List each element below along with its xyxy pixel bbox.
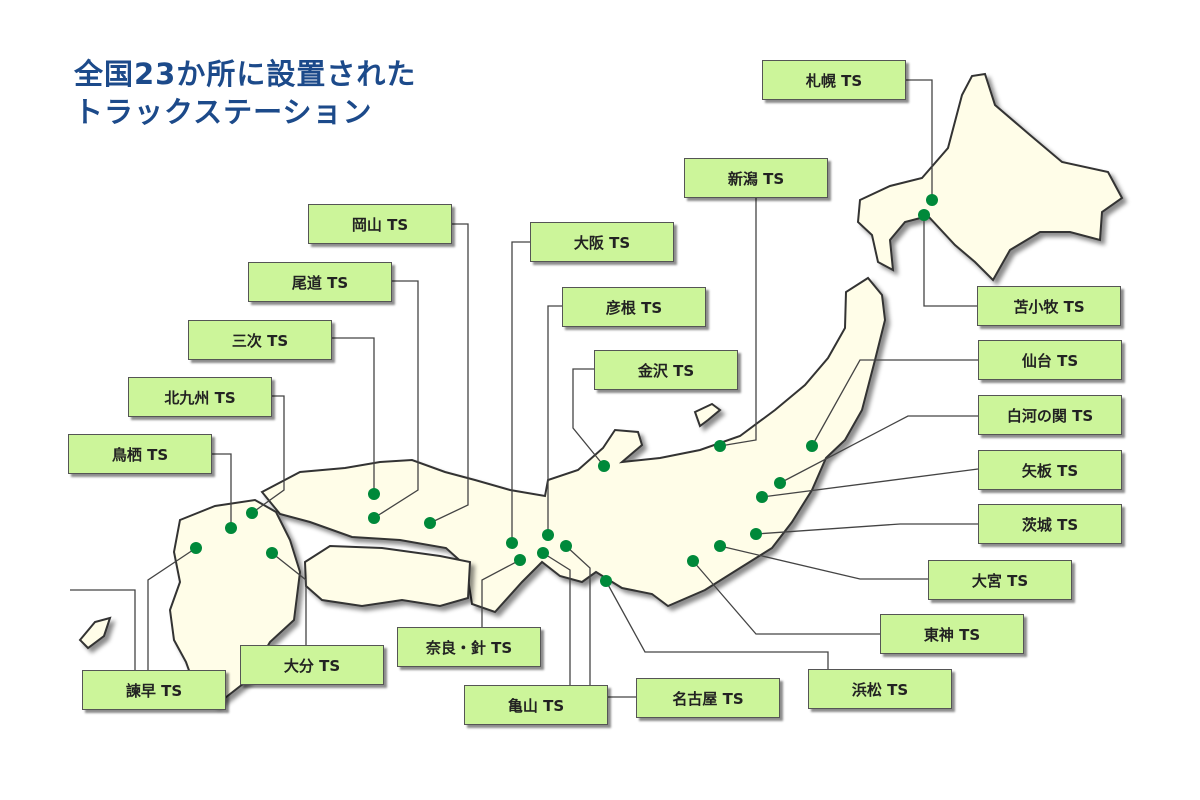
marker-hamamatsu[interactable] bbox=[600, 575, 612, 587]
marker-omiya[interactable] bbox=[714, 540, 726, 552]
label-isahaya[interactable]: 諫早 TS bbox=[82, 670, 226, 710]
label-osaka[interactable]: 大阪 TS bbox=[530, 222, 674, 262]
label-tosu[interactable]: 鳥栖 TS bbox=[68, 434, 212, 474]
marker-osaka[interactable] bbox=[506, 537, 518, 549]
marker-isahaya[interactable] bbox=[190, 542, 202, 554]
marker-sendai[interactable] bbox=[806, 440, 818, 452]
label-okayama[interactable]: 岡山 TS bbox=[308, 204, 452, 244]
label-kitakyushu[interactable]: 北九州 TS bbox=[128, 377, 272, 417]
sado-island bbox=[693, 402, 722, 428]
marker-hikone[interactable] bbox=[542, 529, 554, 541]
label-tomakomai[interactable]: 苫小牧 TS bbox=[977, 286, 1121, 326]
label-sendai[interactable]: 仙台 TS bbox=[978, 340, 1122, 380]
label-kanazawa[interactable]: 金沢 TS bbox=[594, 350, 738, 390]
marker-nara-hari[interactable] bbox=[514, 554, 526, 566]
title-line-1: 全国23か所に設置された bbox=[74, 57, 417, 91]
marker-toshin[interactable] bbox=[687, 555, 699, 567]
marker-yaita[interactable] bbox=[756, 491, 768, 503]
marker-kitakyushu[interactable] bbox=[246, 507, 258, 519]
label-onomichi[interactable]: 尾道 TS bbox=[248, 262, 392, 302]
marker-onomichi[interactable] bbox=[368, 512, 380, 524]
leader-lines bbox=[70, 79, 979, 698]
honshu bbox=[260, 276, 887, 614]
marker-niigata[interactable] bbox=[714, 440, 726, 452]
marker-ibaraki[interactable] bbox=[750, 528, 762, 540]
marker-miyoshi[interactable] bbox=[368, 488, 380, 500]
marker-kameyama[interactable] bbox=[537, 547, 549, 559]
label-oita[interactable]: 大分 TS bbox=[240, 645, 384, 685]
label-hamamatsu[interactable]: 浜松 TS bbox=[808, 669, 952, 709]
label-kameyama[interactable]: 亀山 TS bbox=[464, 685, 608, 725]
label-sapporo[interactable]: 札幌 TS bbox=[762, 60, 906, 100]
marker-oita[interactable] bbox=[266, 547, 278, 559]
marker-tomakomai[interactable] bbox=[918, 209, 930, 221]
label-niigata[interactable]: 新潟 TS bbox=[684, 158, 828, 198]
label-omiya[interactable]: 大宮 TS bbox=[928, 560, 1072, 600]
label-toshin[interactable]: 東神 TS bbox=[880, 614, 1024, 654]
marker-shirakawa[interactable] bbox=[774, 477, 786, 489]
label-hikone[interactable]: 彦根 TS bbox=[562, 287, 706, 327]
map-title: 全国23か所に設置された トラックステーション bbox=[74, 55, 416, 131]
station-markers bbox=[190, 194, 938, 587]
marker-tosu[interactable] bbox=[225, 522, 237, 534]
marker-sapporo[interactable] bbox=[926, 194, 938, 206]
label-shirakawa[interactable]: 白河の関 TS bbox=[978, 395, 1122, 435]
label-miyoshi[interactable]: 三次 TS bbox=[188, 320, 332, 360]
tsushima-island bbox=[78, 616, 112, 650]
marker-okayama[interactable] bbox=[424, 517, 436, 529]
shikoku bbox=[303, 544, 472, 608]
label-ibaraki[interactable]: 茨城 TS bbox=[978, 504, 1122, 544]
hokkaido bbox=[856, 72, 1124, 282]
marker-kanazawa[interactable] bbox=[598, 460, 610, 472]
label-nara-hari[interactable]: 奈良・針 TS bbox=[397, 627, 541, 667]
title-line-2: トラックステーション bbox=[74, 95, 373, 129]
label-nagoya[interactable]: 名古屋 TS bbox=[636, 678, 780, 718]
marker-nagoya[interactable] bbox=[560, 540, 572, 552]
label-yaita[interactable]: 矢板 TS bbox=[978, 450, 1122, 490]
